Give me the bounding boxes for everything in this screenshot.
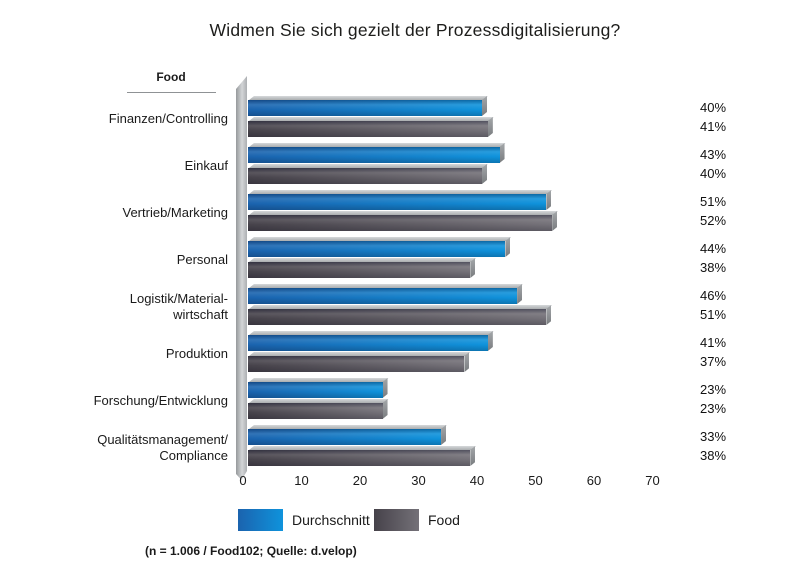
bar-food [248,258,470,278]
x-tick-label: 60 [586,473,602,488]
bar-durchschnitt [248,237,505,257]
y-axis-wall [236,76,247,480]
value-label: 51% [700,307,727,322]
x-tick-label: 30 [411,473,426,488]
x-tick-label: 40 [469,473,485,488]
category-label: Qualitätsmanagement/ Compliance [97,432,228,463]
bar-durchschnitt [248,284,517,304]
value-label: 44% [700,241,727,256]
value-label: 41% [700,335,727,350]
value-label: 46% [700,288,727,303]
category-label: Einkauf [184,158,228,173]
category-column-header: Food [156,70,186,84]
value-label: 41% [700,119,727,134]
value-label: 52% [700,213,727,228]
bar-durchschnitt [248,143,500,163]
bar-durchschnitt [248,96,482,116]
value-label: 23% [700,382,727,397]
category-label: Logistik/Material- wirtschaft [129,291,228,322]
x-tick-label: 20 [352,473,368,488]
bar-food [248,164,482,184]
legend-label-food: Food [428,512,460,528]
x-tick-label: 50 [528,473,543,488]
value-label: 23% [700,401,727,416]
bar-food [248,305,546,325]
source-note: (n = 1.006 / Food102; Quelle: d.velop) [145,544,357,558]
bar-food [248,399,383,419]
value-label-pair: 46% 51% [700,286,726,324]
value-label: 38% [700,260,727,275]
value-label-pair: 51% 52% [700,192,726,230]
legend-swatch-food [374,509,419,531]
value-label: 40% [700,100,727,115]
bar-food [248,117,488,137]
value-label-pair: 23% 23% [700,380,726,418]
category-label: Produktion [165,346,228,361]
x-tick-label: 10 [294,473,309,488]
value-label-pair: 40% 41% [700,98,726,136]
value-label: 33% [700,429,727,444]
value-label: 37% [700,354,727,369]
category-label: Personal [176,252,228,267]
value-label-pair: 41% 37% [700,333,726,371]
category-label: Vertrieb/Marketing [122,205,229,220]
value-label-pair: 43% 40% [700,145,726,183]
chart-title: Widmen Sie sich gezielt der Prozessdigit… [209,20,621,40]
bar-durchschnitt [248,190,546,210]
x-tick-label: 70 [645,473,660,488]
bar-food [248,446,470,466]
value-label: 43% [700,147,727,162]
value-label-pair: 44% 38% [700,239,726,277]
legend-label-durchschnitt: Durchschnitt [292,512,370,528]
bar-durchschnitt [248,378,383,398]
bar-food [248,211,552,231]
value-label: 51% [700,194,727,209]
value-label: 40% [700,166,727,181]
bar-durchschnitt [248,425,441,445]
category-column-underline [127,92,216,93]
x-tick-label: 0 [239,473,247,488]
category-label: Forschung/Entwicklung [93,393,228,408]
bar-durchschnitt [248,331,488,351]
bar-food [248,352,464,372]
category-label: Finanzen/Controlling [108,111,228,126]
value-label-pair: 33% 38% [700,427,726,465]
legend-swatch-durchschnitt [238,509,283,531]
value-label: 38% [700,448,727,463]
